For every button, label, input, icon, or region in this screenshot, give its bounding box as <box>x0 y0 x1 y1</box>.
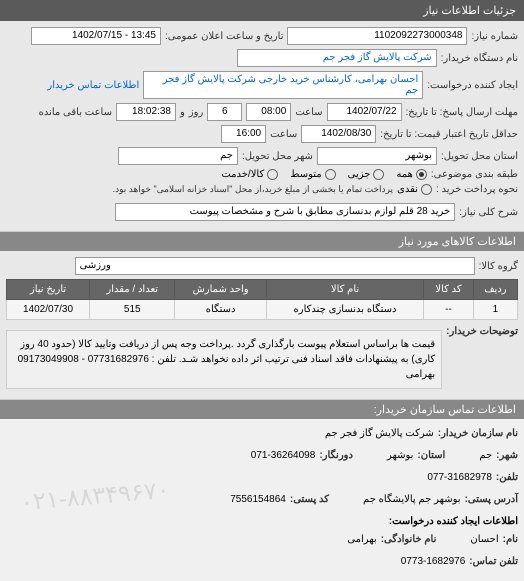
radio-all-label: همه <box>396 169 412 180</box>
radio-dot-icon <box>325 169 336 180</box>
buyer-note: قیمت ها براساس استعلام پیوست بارگذاری گر… <box>6 330 442 389</box>
radio-partial-label: جزیی <box>348 169 371 180</box>
th-qty: تعداد / مقدار <box>90 280 175 300</box>
phone-label: تلفن: <box>496 469 518 487</box>
buyer-device-field[interactable]: شرکت پالایش گاز فجر جم <box>237 49 437 67</box>
creator-info-header: اطلاعات ایجاد کننده درخواست: <box>6 513 518 531</box>
city-label: شهر محل تحویل: <box>242 151 313 162</box>
address-label: آدرس پستی: <box>465 491 518 509</box>
contact-info-section: نام سازمان خریدار: شرکت پالایش گاز فجر ج… <box>0 419 524 581</box>
time-label-1: ساعت <box>295 107 322 118</box>
page-header: جزئیات اطلاعات نیاز <box>0 0 524 21</box>
validity-label: حداقل تاریخ اعتبار قیمت: تا تاریخ: <box>380 129 518 140</box>
page-title: جزئیات اطلاعات نیاز <box>423 5 516 17</box>
validity-date-field: 1402/08/30 <box>301 125 376 143</box>
radio-dot-icon <box>373 169 384 180</box>
buyer-device-label: نام دستگاه خریدار: <box>441 53 518 64</box>
purchase-method-label: نحوه پرداخت خرید : <box>436 184 518 195</box>
table-row: 1 -- دستگاه بدنسازی چندکاره دستگاه 515 1… <box>7 300 518 320</box>
remaining-label: ساعت باقی مانده <box>39 107 112 118</box>
datetime-label: تاریخ و ساعت اعلان عمومی: <box>165 31 284 42</box>
goods-table: ردیف کد کالا نام کالا واحد شمارش تعداد /… <box>6 279 518 320</box>
th-date: تاریخ نیاز <box>7 280 90 300</box>
th-code: کد کالا <box>424 280 474 300</box>
goods-group-field: ورزشی <box>75 257 475 275</box>
response-deadline-label: مهلت ارسال پاسخ: تا تاریخ: <box>406 107 518 118</box>
postal-label: کد پستی: <box>290 491 329 509</box>
province-label: استان محل تحویل: <box>441 151 518 162</box>
buyer-contact-link[interactable]: اطلاعات تماس خریدار <box>47 80 139 91</box>
radio-all[interactable]: همه <box>396 169 426 180</box>
th-name: نام کالا <box>266 280 423 300</box>
org-label: نام سازمان خریدار: <box>438 425 518 443</box>
desc-label: شرح کلی نیاز: <box>459 207 518 218</box>
phone-value: 077-31682978 <box>427 469 492 487</box>
radio-dot-icon <box>267 169 278 180</box>
response-date-field: 1402/07/22 <box>327 103 402 121</box>
td-date: 1402/07/30 <box>7 300 90 320</box>
contact-city-value: جم <box>479 447 492 465</box>
radio-dot-icon <box>416 169 427 180</box>
family-label: نام خانوادگی: <box>381 531 437 549</box>
name-label: نام: <box>503 531 518 549</box>
th-unit: واحد شمارش <box>175 280 266 300</box>
city-field: جم <box>118 147 238 165</box>
validity-time-field: 16:00 <box>221 125 266 143</box>
goods-header: اطلاعات کالاهای مورد نیاز <box>0 232 524 251</box>
contact-city-label: شهر: <box>496 447 518 465</box>
td-index: 1 <box>473 300 517 320</box>
contact-phone-label: تلفن تماس: <box>469 553 518 571</box>
table-header-row: ردیف کد کالا نام کالا واحد شمارش تعداد /… <box>7 280 518 300</box>
creator-label: ایجاد کننده درخواست: <box>427 80 518 91</box>
and-label: و <box>180 107 185 118</box>
radio-purchase-cash-label: نقدی <box>397 184 418 195</box>
response-time-field: 08:00 <box>246 103 291 121</box>
radio-partial[interactable]: جزیی <box>348 169 385 180</box>
days-label: روز <box>189 107 204 118</box>
contact-header-title: اطلاعات تماس سازمان خریدار: <box>374 404 516 416</box>
td-unit: دستگاه <box>175 300 266 320</box>
group-class-label: طبقه بندی موضوعی: <box>431 169 518 180</box>
radio-purchase-cash[interactable]: نقدی <box>397 184 432 195</box>
request-number-label: شماره نیاز: <box>471 31 518 42</box>
remaining-time-field: 18:02:38 <box>116 103 176 121</box>
postal-value: 7556154864 <box>230 491 286 509</box>
radio-cash-label: کالا/خدمت <box>221 169 264 180</box>
province-field: بوشهر <box>317 147 437 165</box>
radio-medium-label: متوسط <box>290 169 321 180</box>
name-value: احسان <box>470 531 498 549</box>
contact-phone-value: 0773-1682976 <box>401 553 466 571</box>
goods-group-label: گروه کالا: <box>479 261 518 272</box>
th-index: ردیف <box>473 280 517 300</box>
address-value: بوشهر جم پالایشگاه جم <box>363 491 461 509</box>
request-number-field: 1102092273000348 <box>287 27 467 45</box>
purchase-note: پرداخت تمام یا بخشی از مبلغ خرید،از محل … <box>113 184 393 195</box>
td-name: دستگاه بدنسازی چندکاره <box>266 300 423 320</box>
td-code: -- <box>424 300 474 320</box>
creator-field[interactable]: احسان بهرامی، کارشناس خرید خارجی شرکت پا… <box>143 71 423 99</box>
org-value: شرکت پالایش گاز فجر جم <box>325 425 434 443</box>
classification-radio-group: همه جزیی متوسط کالا/خدمت <box>221 169 427 180</box>
radio-dot-icon <box>421 184 432 195</box>
radio-cash[interactable]: کالا/خدمت <box>221 169 278 180</box>
desc-field: خرید 28 قلم لوازم بدنسازی مطابق با شرح و… <box>115 203 455 221</box>
days-field: 6 <box>207 103 242 121</box>
contact-province-value: بوشهر <box>387 447 413 465</box>
goods-header-title: اطلاعات کالاهای مورد نیاز <box>399 236 516 248</box>
contact-header: اطلاعات تماس سازمان خریدار: <box>0 400 524 419</box>
note-label: توضیحات خریدار: <box>446 326 518 337</box>
fax-value: 071-36264098 <box>251 447 316 465</box>
time-label-2: ساعت <box>270 129 297 140</box>
datetime-field: 13:45 - 1402/07/15 <box>31 27 161 45</box>
fax-label: دورنگار: <box>319 447 353 465</box>
td-qty: 515 <box>90 300 175 320</box>
radio-medium[interactable]: متوسط <box>290 169 335 180</box>
contact-province-label: استان: <box>417 447 445 465</box>
family-value: بهرامی <box>347 531 376 549</box>
